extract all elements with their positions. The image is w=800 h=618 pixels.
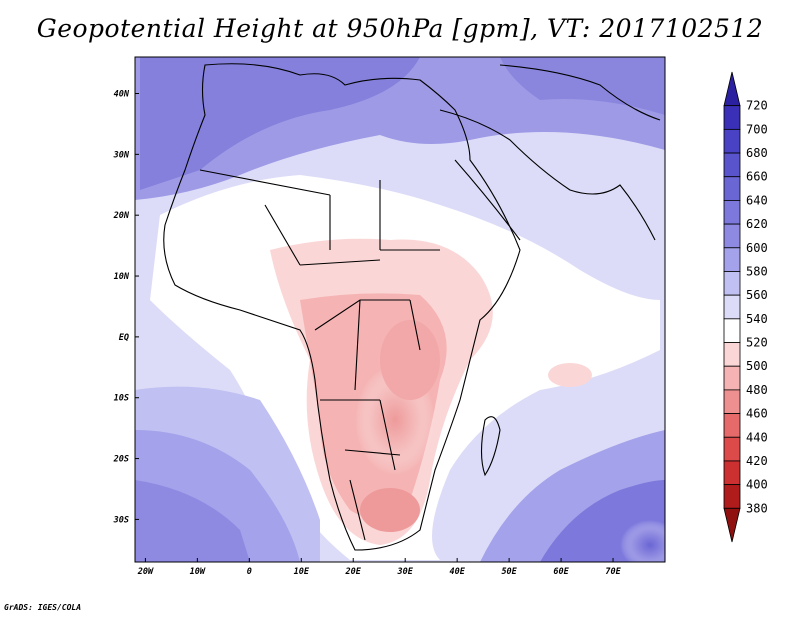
colorbar-swatch	[723, 365, 741, 391]
colorbar: 720 700 680 660 640 620 600 580 560 540 520 500 480 4…	[723, 71, 768, 543]
shaded-field	[135, 57, 665, 562]
colorbar-label: 560	[746, 288, 768, 302]
colorbar-swatch	[723, 342, 741, 367]
lat-tick-label: EQ	[119, 333, 129, 343]
colorbar-label: 600	[746, 241, 768, 255]
lat-tick-label: 10S	[114, 394, 129, 404]
lat-tick-label: 10N	[114, 272, 130, 282]
colorbar-label: 680	[746, 146, 768, 160]
colorbar-swatch	[723, 507, 741, 543]
colorbar-label: 380	[746, 501, 768, 515]
colorbar-label: 420	[746, 454, 768, 468]
lon-tick-label: 20W	[137, 567, 154, 577]
colorbar-swatch	[723, 389, 741, 414]
lon-tick-label: 0	[247, 567, 252, 577]
colorbar-swatch	[723, 460, 741, 486]
lon-tick-label: 70E	[605, 567, 621, 577]
latitude-axis: 40N 30N 20N 10N EQ 10S 20S 30S	[113, 90, 139, 525]
colorbar-label: 460	[746, 407, 768, 421]
colorbar-swatch	[723, 71, 741, 107]
colorbar-swatch	[723, 271, 741, 296]
lat-tick-label: 40N	[114, 90, 130, 100]
lat-tick-label: 20N	[113, 211, 130, 221]
colorbar-label: 620	[746, 217, 768, 231]
colorbar-swatch	[723, 413, 741, 438]
colorbar-label: 660	[746, 170, 768, 184]
colorbar-swatch	[723, 436, 741, 462]
colorbar-swatch	[723, 200, 741, 225]
colorbar-label: 400	[746, 478, 768, 492]
colorbar-label: 700	[746, 122, 768, 136]
colorbar-swatch	[723, 223, 741, 249]
colorbar-swatch	[723, 318, 741, 343]
colorbar-swatch	[723, 176, 741, 201]
colorbar-swatch	[723, 484, 741, 509]
lon-tick-label: 40E	[449, 567, 465, 577]
colorbar-label: 520	[746, 336, 768, 350]
coastlines	[163, 63, 661, 551]
colorbar-label: 720	[746, 99, 768, 113]
colorbar-swatch	[723, 152, 741, 178]
lon-tick-label: 50E	[501, 567, 517, 577]
colorbar-label: 540	[746, 312, 768, 326]
lon-tick-label: 10E	[294, 567, 310, 577]
lat-tick-label: 30N	[113, 150, 130, 160]
colorbar-label: 480	[746, 383, 768, 397]
colorbar-swatch	[723, 294, 741, 320]
lon-tick-label: 20E	[345, 567, 362, 577]
map-title: Geopotential Height at 950hPa [gpm], VT:…	[36, 14, 764, 43]
grads-credit: GrADS: IGES/COLA	[4, 603, 82, 612]
colorbar-label: 580	[746, 264, 768, 278]
colorbar-swatch	[723, 128, 741, 154]
colorbar-swatch	[723, 247, 741, 272]
colorbar-label: 500	[746, 359, 768, 373]
lon-tick-label: 30E	[397, 567, 414, 577]
lat-tick-label: 30S	[113, 515, 129, 525]
map-frame	[134, 56, 666, 563]
lon-tick-label: 10W	[190, 567, 206, 577]
lat-tick-label: 20S	[113, 455, 129, 465]
colorbar-label: 640	[746, 193, 768, 207]
colorbar-swatch	[723, 105, 741, 130]
colorbar-label: 440	[746, 430, 768, 444]
longitude-axis: 20W 10W 0 10E 20E 30E 40E 50E 60E 70E	[137, 558, 622, 577]
lon-tick-label: 60E	[553, 567, 569, 577]
